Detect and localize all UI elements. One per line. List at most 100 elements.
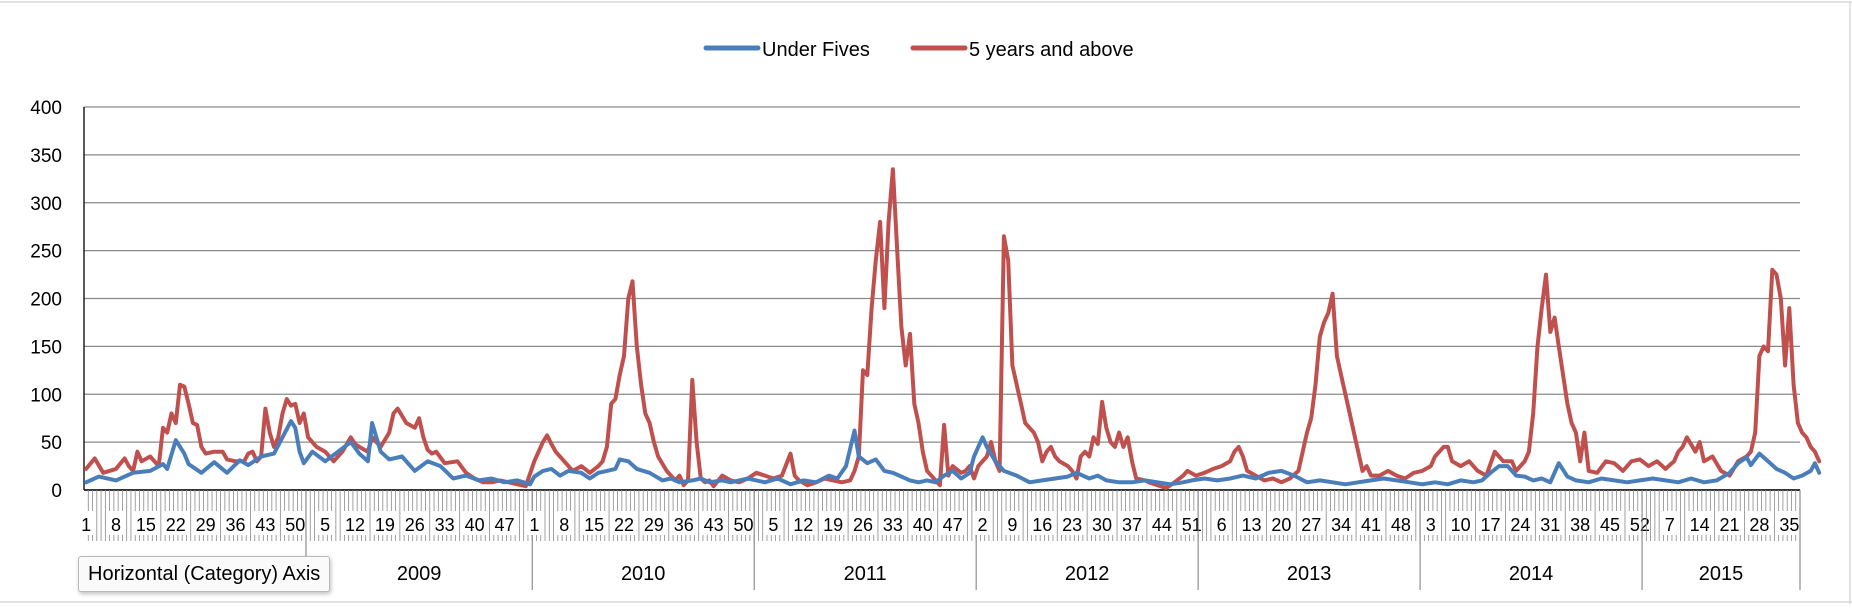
week-label-bg — [940, 511, 965, 535]
week-label-bg — [1329, 511, 1354, 535]
week-label-bg — [1627, 511, 1652, 535]
series-line-under-fives — [84, 419, 1822, 487]
week-label: 28 — [1749, 515, 1769, 535]
week-label: 30 — [1092, 515, 1112, 535]
week-label-bg — [193, 511, 218, 535]
year-label: 2014 — [1509, 563, 1554, 585]
week-label: 10 — [1451, 515, 1471, 535]
week-label: 7 — [1665, 515, 1675, 535]
week-label-bg — [223, 511, 248, 535]
week-label-bg — [527, 511, 542, 535]
week-label: 51 — [1182, 515, 1202, 535]
y-tick-label: 300 — [30, 194, 62, 215]
y-tick-label: 200 — [30, 290, 62, 311]
year-label: 2012 — [1065, 563, 1110, 585]
week-label: 40 — [913, 515, 933, 535]
week-label-bg — [1269, 511, 1294, 535]
week-label-bg — [402, 511, 427, 535]
week-label-bg — [79, 511, 94, 535]
week-label: 22 — [166, 515, 186, 535]
week-label-bg — [1239, 511, 1264, 535]
week-label-bg — [641, 511, 666, 535]
year-label: 2010 — [621, 563, 666, 585]
y-tick-label: 100 — [30, 385, 62, 406]
week-label: 43 — [704, 515, 724, 535]
week-label-bg — [253, 511, 278, 535]
week-label: 1 — [81, 515, 91, 535]
week-label: 34 — [1331, 515, 1351, 535]
y-axis: 0 50 100 150 200 250 300 350 400 — [30, 98, 85, 502]
week-label-bg — [1478, 511, 1503, 535]
year-label: 2011 — [844, 563, 887, 585]
week-label-bg — [1299, 511, 1324, 535]
week-label-bg — [1119, 511, 1144, 535]
week-label-bg — [1777, 511, 1802, 535]
week-label: 31 — [1540, 515, 1560, 535]
week-label-bg — [1568, 511, 1593, 535]
week-label-bg — [318, 511, 333, 535]
week-label: 33 — [883, 515, 903, 535]
week-label: 19 — [823, 515, 843, 535]
legend-label: Under Fives — [762, 39, 870, 61]
week-label: 13 — [1241, 515, 1261, 535]
week-label-bg — [731, 511, 756, 535]
week-label-bg — [462, 511, 487, 535]
week-label: 36 — [226, 515, 246, 535]
week-label-bg — [492, 511, 517, 535]
week-label: 19 — [375, 515, 395, 535]
week-label-bg — [910, 511, 935, 535]
week-label: 5 — [320, 515, 330, 535]
axis-tooltip: Horizontal (Category) Axis — [78, 556, 331, 592]
week-label: 9 — [1007, 515, 1017, 535]
week-label-bg — [1747, 511, 1772, 535]
week-label-bg — [432, 511, 457, 535]
week-label: 8 — [111, 515, 121, 535]
week-label-bg — [372, 511, 397, 535]
week-label-bg — [766, 511, 781, 535]
week-label-bg — [133, 511, 158, 535]
y-tick-label: 250 — [30, 242, 62, 263]
y-tick-label: 350 — [30, 146, 62, 167]
week-label-bg — [1179, 511, 1204, 535]
week-label: 40 — [465, 515, 485, 535]
y-tick-label: 150 — [30, 337, 62, 358]
week-label: 1 — [529, 515, 539, 535]
week-label-bg — [1538, 511, 1563, 535]
week-label: 35 — [1779, 515, 1799, 535]
year-label: 2015 — [1699, 563, 1744, 585]
week-label: 36 — [674, 515, 694, 535]
week-label: 41 — [1361, 515, 1381, 535]
week-label-bg — [880, 511, 905, 535]
week-label: 44 — [1152, 515, 1172, 535]
week-label: 50 — [285, 515, 305, 535]
week-label: 21 — [1720, 515, 1740, 535]
y-tick-label: 0 — [51, 481, 62, 502]
week-label: 15 — [136, 515, 156, 535]
week-label: 17 — [1481, 515, 1501, 535]
week-label: 48 — [1391, 515, 1411, 535]
week-label-bg — [671, 511, 696, 535]
week-label: 38 — [1570, 515, 1590, 535]
series-line-5-years-and-above — [84, 167, 1822, 491]
week-label-bg — [821, 511, 846, 535]
week-label-bg — [1662, 511, 1677, 535]
week-label: 52 — [1630, 515, 1650, 535]
year-label: 2013 — [1287, 563, 1332, 585]
week-label: 45 — [1600, 515, 1620, 535]
week-label: 8 — [559, 515, 569, 535]
week-label: 22 — [614, 515, 634, 535]
week-label-bg — [343, 511, 368, 535]
week-label-bg — [1359, 511, 1383, 535]
week-label: 47 — [943, 515, 963, 535]
week-label: 29 — [644, 515, 664, 535]
week-label: 29 — [196, 515, 216, 535]
week-label: 23 — [1062, 515, 1082, 535]
week-label-bg — [791, 511, 816, 535]
week-label: 33 — [435, 515, 455, 535]
week-label: 6 — [1217, 515, 1227, 535]
week-label: 15 — [584, 515, 604, 535]
week-label: 20 — [1271, 515, 1291, 535]
week-label-bg — [1598, 511, 1623, 535]
